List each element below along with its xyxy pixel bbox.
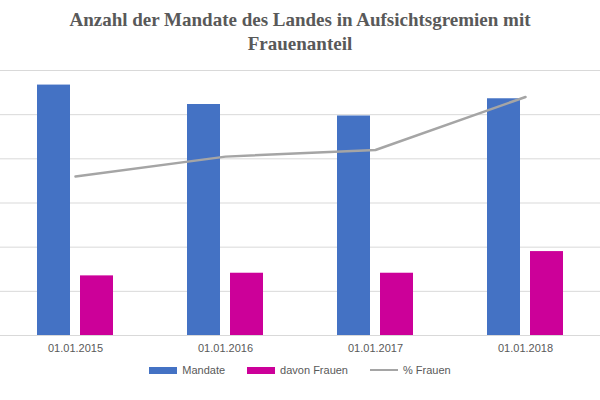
html-text:Anzahl der Mandate des Landes: Anzahl der Mandate des Landes in Aufsich… [69,9,531,54]
svg-text:01.01.2017: 01.01.2017 [348,342,403,354]
html-text:Mandate: Mandate [182,364,226,376]
svg-text:01.01.2018: 01.01.2018 [498,342,553,354]
svg-text:01.01.2015: 01.01.2015 [48,342,103,354]
html-text:% Frauen: % Frauen [403,364,451,376]
svg-text:01.01.2016: 01.01.2016 [198,342,253,354]
html-text:davon Frauen: davon Frauen [280,364,348,376]
